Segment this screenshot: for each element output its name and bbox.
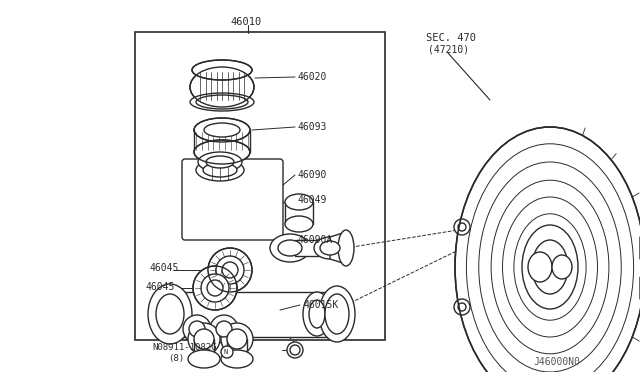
Ellipse shape xyxy=(190,67,254,107)
Bar xyxy=(135,32,385,340)
Ellipse shape xyxy=(196,159,244,181)
Bar xyxy=(162,292,327,337)
Ellipse shape xyxy=(201,274,229,302)
Ellipse shape xyxy=(454,299,470,315)
Ellipse shape xyxy=(285,194,313,210)
Ellipse shape xyxy=(309,300,325,328)
Text: 46015K: 46015K xyxy=(303,300,339,310)
Ellipse shape xyxy=(303,292,331,336)
Ellipse shape xyxy=(222,262,238,278)
Ellipse shape xyxy=(320,241,340,255)
Ellipse shape xyxy=(210,315,238,343)
Ellipse shape xyxy=(206,156,234,168)
Ellipse shape xyxy=(221,323,253,355)
Ellipse shape xyxy=(290,345,300,355)
Text: 46093: 46093 xyxy=(298,122,328,132)
Text: (8): (8) xyxy=(168,353,184,362)
Ellipse shape xyxy=(285,216,313,232)
Ellipse shape xyxy=(338,230,354,266)
Ellipse shape xyxy=(189,321,205,337)
Text: N08911-1082G: N08911-1082G xyxy=(152,343,216,353)
Ellipse shape xyxy=(208,248,252,292)
Ellipse shape xyxy=(203,163,237,177)
Text: N: N xyxy=(224,349,228,355)
Ellipse shape xyxy=(188,350,220,368)
Ellipse shape xyxy=(194,118,250,142)
Ellipse shape xyxy=(319,286,355,342)
Text: 46049: 46049 xyxy=(298,195,328,205)
Ellipse shape xyxy=(287,342,303,358)
Polygon shape xyxy=(330,232,346,264)
Ellipse shape xyxy=(458,223,466,231)
Text: 46045: 46045 xyxy=(145,282,174,292)
Text: SEC. 470: SEC. 470 xyxy=(426,33,476,43)
Ellipse shape xyxy=(216,256,244,284)
Ellipse shape xyxy=(194,140,250,164)
Text: 46045: 46045 xyxy=(150,263,179,273)
Bar xyxy=(285,202,313,224)
Text: 46010: 46010 xyxy=(230,17,261,27)
Ellipse shape xyxy=(455,127,640,372)
Ellipse shape xyxy=(207,280,223,296)
Ellipse shape xyxy=(458,303,466,311)
Ellipse shape xyxy=(454,219,470,235)
Ellipse shape xyxy=(192,60,252,80)
Ellipse shape xyxy=(270,234,310,262)
Ellipse shape xyxy=(278,240,302,256)
Bar xyxy=(295,240,330,256)
Ellipse shape xyxy=(198,152,242,172)
Ellipse shape xyxy=(183,315,211,343)
Ellipse shape xyxy=(325,294,349,334)
Ellipse shape xyxy=(552,255,572,279)
FancyBboxPatch shape xyxy=(182,159,283,240)
Ellipse shape xyxy=(148,284,192,344)
Ellipse shape xyxy=(193,266,237,310)
Ellipse shape xyxy=(532,240,568,294)
Text: 46090: 46090 xyxy=(298,170,328,180)
Text: J46000N0: J46000N0 xyxy=(533,357,580,367)
Text: 46090A: 46090A xyxy=(298,235,333,245)
Ellipse shape xyxy=(522,225,578,309)
Ellipse shape xyxy=(314,237,346,259)
Ellipse shape xyxy=(156,294,184,334)
Ellipse shape xyxy=(204,123,240,137)
Text: (47210): (47210) xyxy=(428,45,469,55)
Ellipse shape xyxy=(188,323,220,355)
Ellipse shape xyxy=(216,321,232,337)
Ellipse shape xyxy=(227,329,247,349)
Ellipse shape xyxy=(528,252,552,282)
Ellipse shape xyxy=(196,95,248,109)
Text: 46020: 46020 xyxy=(298,72,328,82)
Ellipse shape xyxy=(194,329,214,349)
Ellipse shape xyxy=(221,346,233,358)
Ellipse shape xyxy=(221,350,253,368)
Ellipse shape xyxy=(190,93,254,111)
